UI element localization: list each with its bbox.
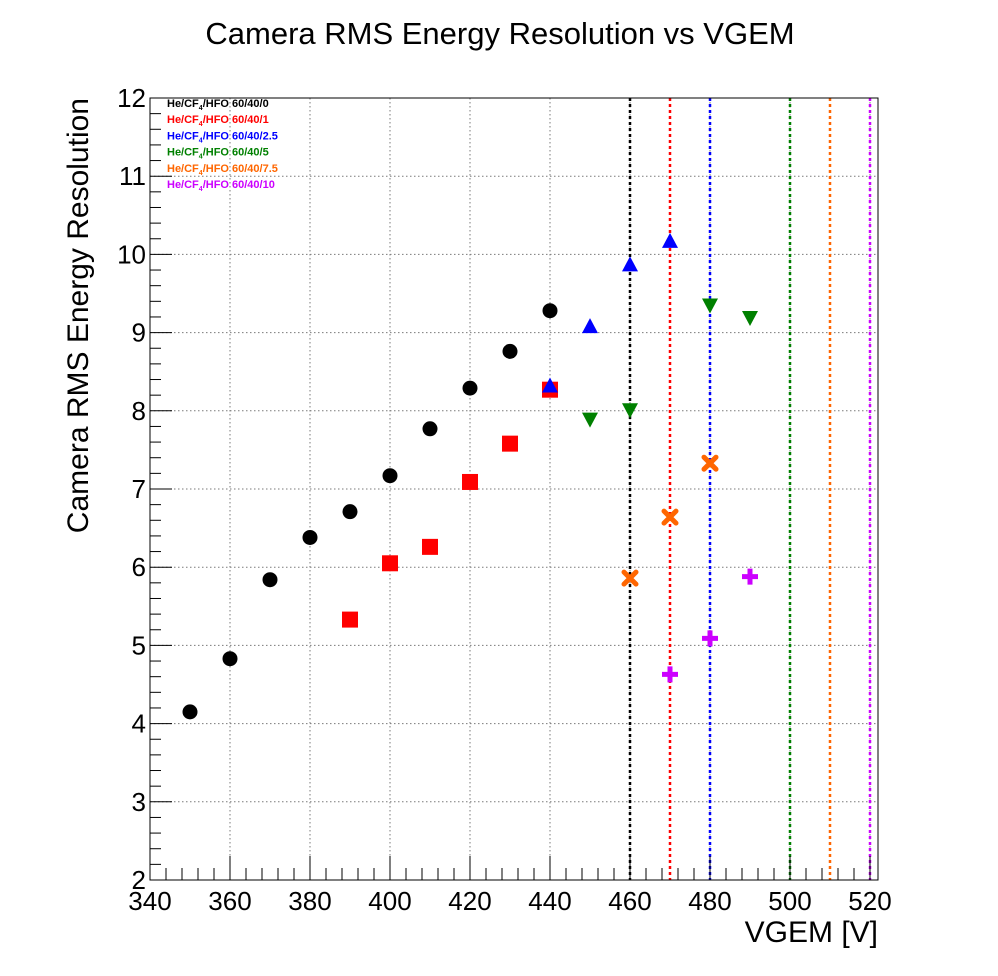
data-point-s3 [742, 310, 758, 326]
data-point-s1 [462, 473, 478, 490]
data-point-s0 [262, 572, 278, 588]
data-points [182, 232, 758, 720]
legend-subscript: 4 [199, 137, 203, 144]
x-tick-label: 500 [768, 886, 811, 916]
legend-subscript: 4 [199, 105, 203, 112]
data-point-s0 [422, 421, 438, 437]
data-point-s3 [582, 412, 598, 428]
y-tick-label: 7 [132, 474, 146, 504]
legend-entry-5: He/CF4/HFO 60/40/10 [167, 179, 275, 193]
legend-suffix: /HFO 60/40/10 [203, 179, 275, 191]
legend-entry-2: He/CF4/HFO 60/40/2.5 [167, 130, 278, 144]
legend-prefix: He/CF [167, 147, 199, 159]
x-tick-label: 460 [608, 886, 651, 916]
data-point-s0 [182, 704, 198, 720]
data-point-s1 [502, 435, 518, 452]
data-point-s1 [382, 555, 398, 572]
legend-suffix: /HFO 60/40/0 [203, 98, 269, 110]
legend-subscript: 4 [199, 121, 203, 128]
data-point-s1 [422, 538, 438, 555]
legend-prefix: He/CF [167, 163, 199, 175]
legend-prefix: He/CF [167, 179, 199, 191]
chart-title: Camera RMS Energy Resolution vs VGEM [205, 16, 794, 51]
data-point-s5 [742, 568, 758, 585]
data-point-s2 [582, 318, 598, 334]
legend-subscript: 4 [199, 170, 203, 177]
data-point-s2 [542, 377, 558, 393]
y-tick-label: 2 [132, 865, 146, 895]
x-tick-label: 340 [128, 886, 171, 916]
data-point-s0 [502, 343, 518, 359]
x-tick-label: 380 [288, 886, 331, 916]
data-point-s3 [702, 298, 718, 314]
data-point-s5 [662, 666, 678, 683]
data-point-s0 [462, 380, 478, 396]
data-point-s0 [542, 303, 558, 319]
data-point-s0 [342, 504, 358, 520]
legend-subscript: 4 [199, 186, 203, 193]
legend-entry-3: He/CF4/HFO 60/40/5 [167, 147, 269, 161]
x-tick-label: 520 [848, 886, 891, 916]
y-tick-label: 11 [119, 161, 146, 191]
legend-prefix: He/CF [167, 130, 199, 142]
y-tick-label: 12 [117, 83, 146, 113]
legend-entry-0: He/CF4/HFO 60/40/0 [167, 98, 269, 112]
data-point-s0 [302, 529, 318, 545]
y-tick-label: 4 [132, 709, 146, 739]
data-point-s5 [702, 630, 718, 647]
x-tick-label: 360 [208, 886, 251, 916]
y-tick-label: 9 [132, 318, 146, 348]
legend-suffix: /HFO 60/40/2.5 [203, 130, 278, 142]
y-tick-label: 10 [117, 239, 146, 269]
x-axis-label: VGEM [V] [745, 916, 878, 949]
data-point-s0 [382, 468, 398, 484]
legend-entry-4: He/CF4/HFO 60/40/7.5 [167, 163, 278, 177]
legend-suffix: /HFO 60/40/7.5 [203, 163, 278, 175]
x-tick-label: 400 [368, 886, 411, 916]
data-point-s4 [661, 508, 679, 526]
legend-prefix: He/CF [167, 98, 199, 110]
y-tick-label: 6 [132, 552, 146, 582]
data-point-s2 [662, 232, 678, 248]
y-axis-label: Camera RMS Energy Resolution [62, 98, 95, 533]
data-point-s1 [342, 611, 358, 628]
x-tick-label: 440 [528, 886, 571, 916]
data-point-s3 [622, 403, 638, 419]
data-point-s4 [701, 454, 719, 472]
legend-entry-1: He/CF4/HFO 60/40/1 [167, 114, 269, 128]
axis-ticks: 340 360 380 400 420 440 460 480 500 520 2 3 4 5 6 7 8 9 10… [117, 83, 892, 916]
data-point-s2 [622, 256, 638, 272]
data-point-s0 [222, 651, 238, 667]
legend-subscript: 4 [199, 154, 203, 161]
legend-suffix: /HFO 60/40/1 [203, 114, 269, 126]
threshold-lines [628, 98, 872, 880]
legend-suffix: /HFO 60/40/5 [203, 147, 269, 159]
data-point-s4 [621, 569, 639, 587]
x-tick-label: 420 [448, 886, 491, 916]
legend-prefix: He/CF [167, 114, 199, 126]
y-tick-label: 8 [132, 396, 146, 426]
y-tick-label: 5 [132, 630, 146, 660]
x-tick-label: 480 [688, 886, 731, 916]
y-tick-label: 3 [132, 787, 146, 817]
legend: He/CF4/HFO 60/40/0He/CF4/HFO 60/40/1He/C… [167, 98, 278, 193]
